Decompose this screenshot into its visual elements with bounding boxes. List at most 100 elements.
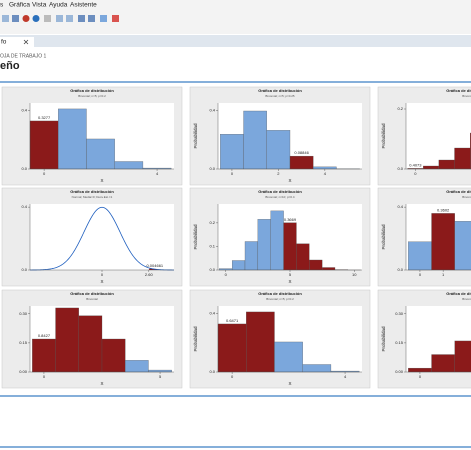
x-axis-label: X [100,178,103,183]
y-axis-label: Probabilidad [381,224,386,250]
bar [274,341,303,373]
bar [219,268,233,271]
bar [86,138,115,170]
tool-icon[interactable] [56,15,63,22]
bar [246,311,275,373]
bar [438,159,455,170]
bar [431,354,455,373]
y-tick-label: 0.30 [395,311,404,316]
x-tick-label: 4 [344,374,347,379]
bar [309,259,323,271]
tab-close[interactable] [23,39,29,45]
annotation: 0.4073 [409,162,422,167]
chart-subtitle: Normal; Media=0; Desv.Est.=1 [72,195,113,199]
menu-item[interactable]: Asistente [70,2,97,9]
chart-subtitle: Binomial; n=10; p=0.4 [265,195,295,199]
bar [78,315,103,373]
annotation: 0.6471 [226,318,239,323]
x-tick-label: 0 [419,374,422,379]
tool-icon[interactable] [32,15,40,22]
x-tick-label: 0 [231,171,234,176]
y-axis-label: Probabilidad [381,123,386,149]
bar [270,210,284,271]
bar [431,213,455,271]
chart-title: Gráfica de distribución [446,189,471,194]
tool-icon[interactable] [112,15,119,22]
tool-icon[interactable] [12,15,19,22]
chart-subtitle: Binomial; n=5; p=0.2 [266,297,294,301]
chart-title: Gráfica de distribución [70,291,114,296]
tab-label[interactable]: fo [1,39,7,46]
bar [454,221,471,271]
menu-item[interactable]: s [0,2,4,9]
bar [408,367,432,373]
chart-subtitle: Binomial; n=5; p=0.2 [78,94,106,98]
tool-icon[interactable] [100,15,107,22]
y-tick-label: 0.4 [21,107,27,112]
x-tick-label: 4 [156,171,159,176]
annotation: 0.004661 [146,263,163,268]
bar [257,219,271,271]
annotation: 0.08846 [294,150,309,155]
x-tick-label: 5 [289,272,292,277]
x-tick-label: 5 [159,374,162,379]
tool-icon[interactable] [78,15,85,22]
tool-icon[interactable] [2,15,9,22]
chart-subtitle: Binomial [462,297,471,301]
menu-item[interactable]: Vista [32,2,47,9]
worksheet-label: OJA DE TRABAJO 1 [0,53,47,59]
annotation: 0.8427 [38,333,51,338]
y-tick-label: 0.0 [209,267,215,272]
y-tick-label: 0.4 [209,107,215,112]
bar [454,340,471,373]
y-tick-label: 0.15 [395,340,404,345]
x-tick-label: 0 [231,374,234,379]
heading: eño [0,60,20,72]
bar [423,165,440,170]
y-tick-label: 0.30 [19,311,28,316]
y-axis-label: Probabilidad [193,326,198,352]
x-axis-label: X [100,279,103,284]
y-tick-label: 0.15 [19,340,28,345]
chart-title: Gráfica de distribución [70,88,114,93]
annotation: 0.3277 [38,115,51,120]
bar [58,108,87,170]
x-tick-label: 1 [442,272,445,277]
annotation: 0.3602 [437,207,450,212]
bar [101,338,126,373]
y-axis-label: Probabilidad [381,326,386,352]
x-tick-label: 2.60 [145,272,154,277]
y-tick-label: 0.00 [395,369,404,374]
bar [408,241,432,271]
bar [148,369,172,373]
x-tick-label: 0 [101,272,104,277]
x-tick-label: 4 [324,171,327,176]
menu-item[interactable]: Gráfica [9,2,30,9]
x-tick-label: 0 [225,272,228,277]
x-tick-label: 0 [43,171,46,176]
y-tick-label: 0.2 [209,220,215,225]
bar [266,130,291,170]
bar [302,364,332,373]
y-tick-label: 0.1 [209,243,215,248]
y-tick-label: 0.0 [209,166,215,171]
bar [220,134,244,170]
annotation: 0.3669 [284,217,297,222]
x-axis-label: X [100,381,103,386]
tool-icon[interactable] [22,15,30,22]
bar [454,147,471,170]
y-tick-label: 0.00 [19,369,28,374]
bar [321,267,336,271]
bar [283,222,297,271]
chart-title: Gráfica de distribución [258,291,302,296]
chart-title: Gráfica de distribución [258,88,302,93]
x-axis-label: X [288,279,291,284]
bar [296,243,310,271]
tool-icon[interactable] [88,15,95,22]
menu-item[interactable]: Ayuda [49,2,68,9]
y-tick-label: 0.0 [209,369,215,374]
tool-icon[interactable] [66,15,73,22]
tab[interactable] [0,37,34,47]
tool-icon[interactable] [44,15,51,22]
